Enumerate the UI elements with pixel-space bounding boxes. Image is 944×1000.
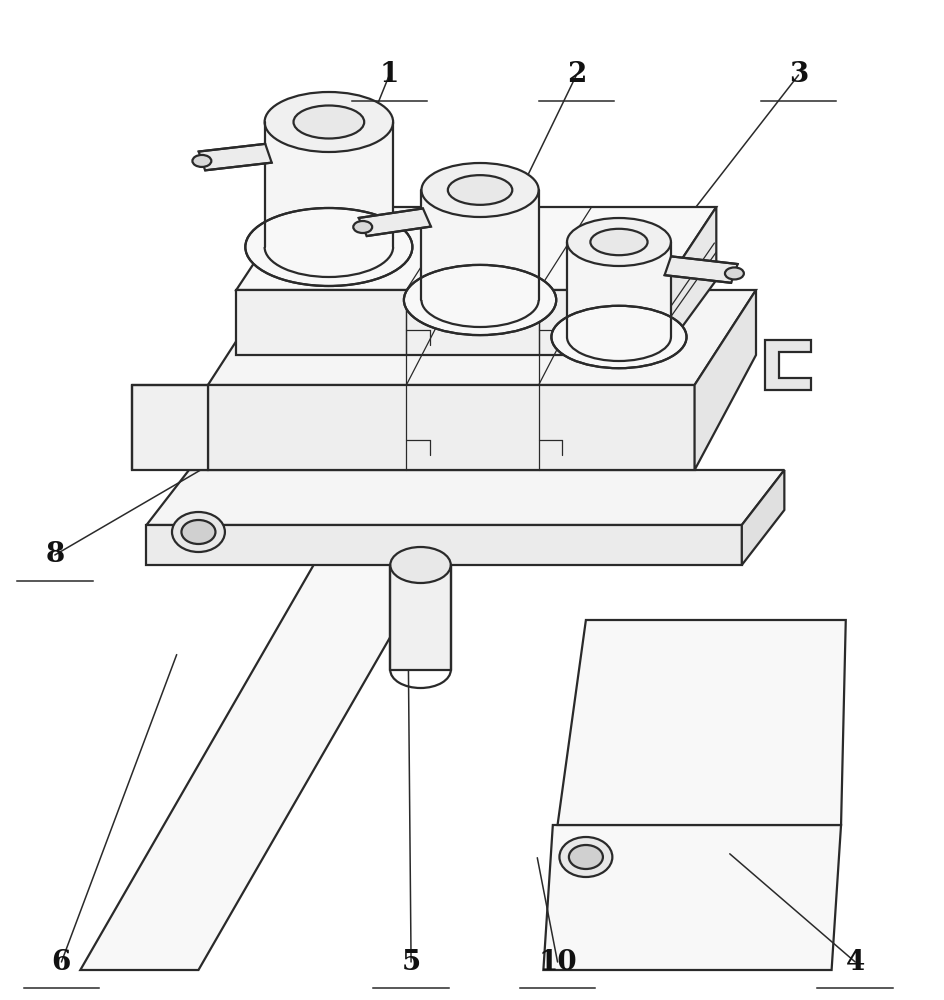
Text: 2: 2 xyxy=(566,62,585,89)
Ellipse shape xyxy=(245,208,412,286)
Polygon shape xyxy=(208,385,694,470)
Polygon shape xyxy=(664,256,737,283)
Text: 5: 5 xyxy=(401,948,420,976)
Text: 6: 6 xyxy=(52,948,71,976)
Ellipse shape xyxy=(181,520,215,544)
Ellipse shape xyxy=(550,306,685,368)
Polygon shape xyxy=(359,208,430,236)
Ellipse shape xyxy=(566,218,670,266)
Polygon shape xyxy=(146,470,784,525)
Ellipse shape xyxy=(353,221,372,233)
Polygon shape xyxy=(543,825,840,970)
Polygon shape xyxy=(236,290,661,355)
Polygon shape xyxy=(694,290,755,470)
Text: 1: 1 xyxy=(379,62,398,89)
Polygon shape xyxy=(132,385,208,470)
Polygon shape xyxy=(765,340,810,390)
Ellipse shape xyxy=(447,175,512,205)
Polygon shape xyxy=(236,207,716,290)
Ellipse shape xyxy=(403,265,556,335)
Text: 4: 4 xyxy=(845,948,864,976)
Text: 8: 8 xyxy=(45,542,64,568)
Polygon shape xyxy=(80,445,500,970)
Polygon shape xyxy=(421,190,538,300)
Ellipse shape xyxy=(294,105,363,138)
Ellipse shape xyxy=(390,547,450,583)
Polygon shape xyxy=(661,207,716,355)
Ellipse shape xyxy=(421,163,538,217)
Polygon shape xyxy=(390,565,450,670)
Polygon shape xyxy=(741,470,784,565)
Polygon shape xyxy=(557,620,845,825)
Ellipse shape xyxy=(559,837,612,877)
Ellipse shape xyxy=(590,229,647,255)
Ellipse shape xyxy=(264,92,393,152)
Polygon shape xyxy=(146,525,741,565)
Ellipse shape xyxy=(193,155,211,167)
Ellipse shape xyxy=(724,267,743,279)
Ellipse shape xyxy=(172,512,225,552)
Text: 10: 10 xyxy=(538,948,576,976)
Text: 3: 3 xyxy=(788,62,807,89)
Polygon shape xyxy=(566,242,670,337)
Polygon shape xyxy=(208,290,755,385)
Ellipse shape xyxy=(568,845,602,869)
Polygon shape xyxy=(264,122,393,247)
Polygon shape xyxy=(198,144,272,170)
